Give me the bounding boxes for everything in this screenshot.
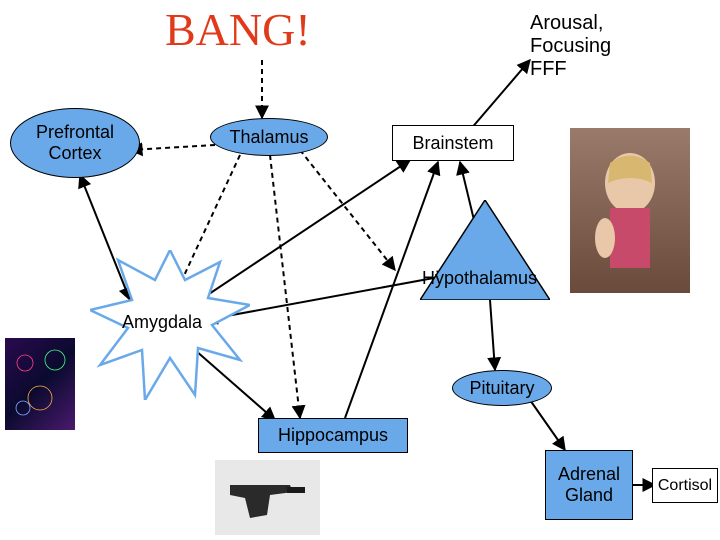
adrenal-line1: Adrenal <box>558 464 620 485</box>
hypothalamus-label: Hypothalamus <box>422 268 537 289</box>
brainstem-node: Brainstem <box>392 125 514 161</box>
pituitary-node: Pituitary <box>452 370 552 406</box>
gun-image <box>215 460 320 535</box>
hippocampus-node: Hippocampus <box>258 418 408 453</box>
adrenal-line2: Gland <box>565 485 613 506</box>
prefrontal-line1: Prefrontal <box>36 122 114 143</box>
prefrontal-line2: Cortex <box>48 143 101 164</box>
child-image <box>570 128 690 293</box>
arousal-annotation: Arousal, Focusing FFF <box>530 12 611 81</box>
thalamus-node: Thalamus <box>210 118 328 156</box>
amygdala-label: Amygdala <box>122 312 202 333</box>
fireworks-image <box>5 338 75 430</box>
diagram-title: BANG! <box>165 3 311 56</box>
prefrontal-cortex-node: Prefrontal Cortex <box>10 108 140 178</box>
cortisol-node: Cortisol <box>652 468 718 503</box>
annotation-line1: Arousal, <box>530 12 611 35</box>
adrenal-gland-node: Adrenal Gland <box>545 450 633 520</box>
annotation-line3: FFF <box>530 58 611 81</box>
annotation-line2: Focusing <box>530 35 611 58</box>
